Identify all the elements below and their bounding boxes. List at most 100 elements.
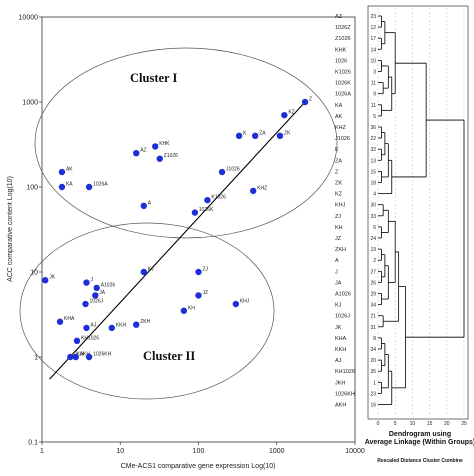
data-point bbox=[251, 132, 259, 140]
point-label: K1026 bbox=[211, 195, 226, 201]
point-label: ZJ bbox=[203, 267, 209, 273]
point-label: KJ bbox=[148, 267, 154, 273]
dendrogram-tick-label: 15 bbox=[427, 421, 433, 427]
point-label: 1026A bbox=[93, 182, 108, 188]
dendrogram-leaf-number: 34 bbox=[370, 303, 376, 309]
data-point bbox=[85, 353, 93, 361]
x-tick-label: 10 bbox=[116, 448, 124, 455]
point-label: KHA bbox=[64, 316, 75, 322]
dendrogram-leaf-number: 13 bbox=[370, 158, 376, 164]
y-tick-label: 0.1 bbox=[28, 440, 38, 447]
data-point bbox=[72, 353, 79, 361]
dendrogram-leaf-number: 34 bbox=[370, 347, 376, 353]
dendrogram-leaf-number: 19 bbox=[370, 247, 376, 253]
point-label: A bbox=[148, 200, 152, 206]
dendrogram-leaf-label: KZ bbox=[335, 192, 343, 198]
y-tick-label: 10 bbox=[30, 270, 38, 277]
dendrogram-tick-label: 25 bbox=[461, 421, 467, 427]
point-label: K bbox=[243, 130, 247, 136]
point-label: J bbox=[90, 277, 93, 283]
data-point bbox=[133, 149, 140, 157]
cluster-2-label: Cluster II bbox=[143, 349, 195, 363]
data-point bbox=[191, 209, 199, 216]
point-label: Z1026 bbox=[164, 153, 178, 159]
data-point bbox=[195, 268, 202, 276]
point-label: AK bbox=[66, 167, 73, 173]
dendrogram-leaf-label: JA bbox=[335, 280, 342, 286]
dendrogram-leaf-number: 17 bbox=[370, 36, 376, 42]
x-axis-ticks: 1 10 100 1000 10000 bbox=[40, 442, 365, 455]
dendrogram-leaf-label: ZKH bbox=[335, 247, 346, 253]
y-axis-ticks: 0.1 1 10 100 1000 10000 bbox=[19, 15, 42, 447]
point-label: KHK bbox=[159, 141, 170, 147]
y-tick-label: 100 bbox=[26, 185, 38, 192]
data-point bbox=[93, 284, 100, 292]
point-label: KHZ bbox=[257, 185, 267, 191]
dendrogram-leaf-number: 11 bbox=[371, 103, 376, 109]
data-point bbox=[67, 353, 74, 361]
dendrogram-leaf-label: AK bbox=[335, 114, 343, 120]
x-tick-label: 10000 bbox=[345, 448, 365, 455]
dendrogram-leaf-label: Z bbox=[335, 169, 339, 175]
dendrogram-leaf-number: 20 bbox=[370, 358, 376, 364]
dendrogram-leaf-label: 1026A bbox=[335, 92, 351, 98]
dendrogram-leaf-label: KHJ bbox=[335, 203, 346, 209]
y-tick-label: 1000 bbox=[22, 100, 38, 107]
point-label: KH bbox=[188, 305, 195, 311]
data-point bbox=[140, 202, 148, 210]
point-label: ZK bbox=[284, 130, 291, 136]
dendrogram-leaf-number: 3 bbox=[373, 70, 376, 76]
dendrogram-leaf-number: 14 bbox=[370, 47, 376, 53]
data-point bbox=[232, 300, 240, 308]
data-point bbox=[276, 132, 284, 140]
scatter-plot-area bbox=[41, 16, 356, 443]
cluster-1-ellipse bbox=[34, 47, 338, 239]
point-label: JA bbox=[99, 290, 106, 296]
dendrogram-leaf-number: 27 bbox=[370, 269, 376, 275]
data-point bbox=[195, 292, 202, 299]
data-point bbox=[82, 300, 89, 308]
dendrogram-leaf-number: 30 bbox=[370, 203, 376, 209]
dendrogram-leaf-number: 1 bbox=[373, 380, 376, 386]
data-point bbox=[92, 292, 99, 299]
dendrogram-leaf-number: 31 bbox=[370, 325, 376, 331]
data-point bbox=[56, 318, 64, 325]
dendrogram-tick-label: 20 bbox=[444, 421, 450, 427]
dendrogram-leaf-number: 33 bbox=[370, 214, 376, 220]
data-point bbox=[156, 155, 163, 162]
dendrogram-leaf-label: KH1026 bbox=[335, 369, 355, 375]
dendrogram-leaf-number: 9 bbox=[373, 92, 376, 98]
dendrogram-leaf-label: Z1026 bbox=[335, 36, 351, 42]
point-label: KZ bbox=[288, 110, 294, 116]
data-point bbox=[249, 187, 257, 195]
x-axis-title: CMe-ACS1 comparative gene expression Log… bbox=[121, 463, 276, 470]
point-label: 1026K bbox=[199, 207, 214, 213]
point-label: ZKH bbox=[140, 319, 150, 325]
dendrogram-leaf-number: 23 bbox=[370, 391, 376, 397]
data-point bbox=[152, 143, 159, 150]
dendrogram-leaf-label: ZK bbox=[335, 181, 342, 187]
dendrogram-leaf-label: A bbox=[335, 258, 339, 264]
dendrogram-leaf-number: 10 bbox=[370, 58, 376, 64]
dendrogram-axis-title: Rescaled Distance Cluster Combine bbox=[377, 458, 463, 464]
data-point bbox=[218, 168, 226, 176]
dendrogram-leaf-number: 23 bbox=[370, 14, 376, 20]
dendrogram-leaf-number: 22 bbox=[370, 136, 376, 142]
x-tick-label: 1 bbox=[40, 448, 44, 455]
point-label: Z bbox=[309, 97, 312, 103]
data-point bbox=[133, 321, 140, 328]
dendrogram-leaf-number: 21 bbox=[370, 314, 376, 320]
dendrogram-leaf-label: ZJ bbox=[335, 214, 341, 220]
x-tick-label: 100 bbox=[193, 448, 205, 455]
dendrogram-leaf-label: KHZ bbox=[335, 125, 347, 131]
data-point bbox=[140, 268, 148, 276]
data-point bbox=[83, 324, 90, 332]
point-label: KHJ bbox=[240, 299, 250, 305]
dendrogram-branches bbox=[378, 15, 465, 405]
dendrogram-leaf-number: 6 bbox=[373, 225, 376, 231]
data-point bbox=[85, 183, 93, 191]
dendrogram-leaf-number: 35 bbox=[370, 369, 376, 375]
dendrogram-leaf-number: 12 bbox=[370, 25, 376, 31]
